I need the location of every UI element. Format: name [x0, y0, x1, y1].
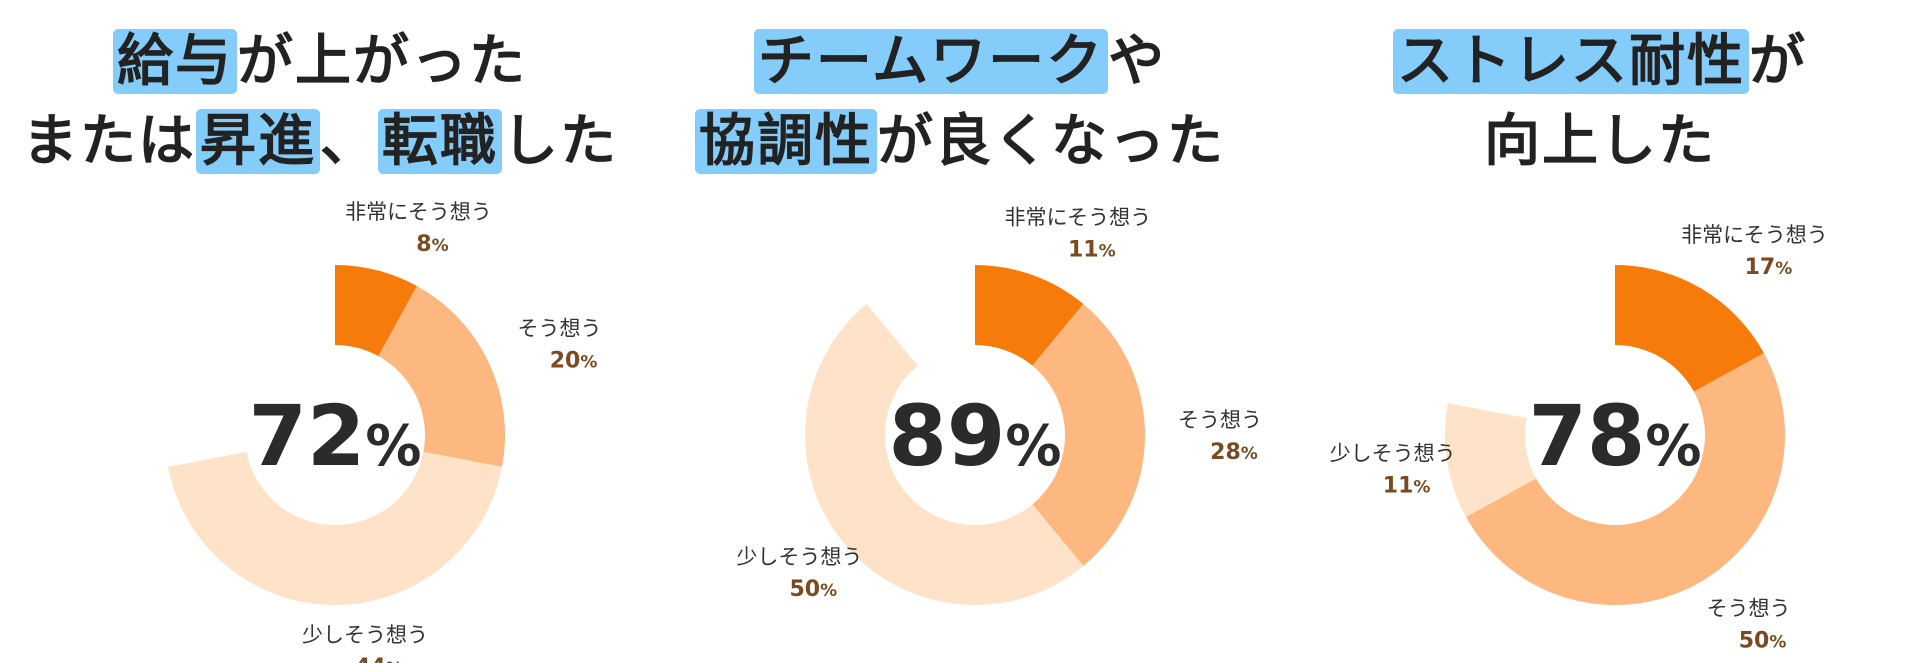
donut-segment-somewhat-agree — [805, 304, 1084, 605]
donut-segment-very-much-agree — [335, 265, 417, 357]
segment-value: 17% — [1745, 255, 1793, 280]
segment-value-number: 20 — [550, 348, 581, 373]
segment-label: そう想う — [518, 316, 602, 340]
segment-value-number: 50 — [1739, 628, 1770, 653]
center-total-unit: % — [365, 414, 421, 479]
segment-label: 非常にそう想う — [345, 200, 492, 224]
segment-label: 少しそう想う — [302, 623, 428, 647]
chart-title: ストレス耐性が 向上した — [1280, 22, 1920, 182]
title-text: または — [22, 109, 196, 174]
title-highlight: 給与 — [113, 29, 237, 94]
center-total-unit: % — [1645, 414, 1701, 479]
segment-value: 50% — [1739, 628, 1787, 653]
title-line: 向上した — [1280, 102, 1920, 182]
segment-label: 少しそう想う — [736, 545, 862, 569]
segment-value: 8% — [416, 232, 448, 257]
center-total-number: 78 — [1528, 387, 1645, 485]
segment-label: 非常にそう想う — [1005, 206, 1152, 230]
title-line: 給与が上がった — [0, 22, 640, 102]
donut-center-total: 72% — [248, 387, 421, 485]
title-highlight: 昇進 — [196, 109, 320, 174]
segment-value-unit: % — [580, 352, 597, 372]
segment-value: 11% — [1068, 238, 1116, 263]
segment-value-unit: % — [1099, 242, 1116, 262]
segment-value-unit: % — [432, 236, 449, 256]
title-line: または昇進、転職した — [0, 102, 640, 182]
donut-center-total: 89% — [888, 387, 1061, 485]
donut-segment-agree — [378, 286, 506, 467]
title-highlight: 転職 — [378, 109, 502, 174]
segment-value-number: 11 — [1383, 474, 1414, 499]
title-highlight: チームワーク — [753, 29, 1109, 94]
segment-value-number: 11 — [1068, 238, 1099, 263]
segment-value-unit: % — [1413, 478, 1430, 498]
segment-label: そう想う — [1707, 596, 1791, 620]
chart-panel-stress: ストレス耐性が 向上した 非常にそう想う 17% そう想う 50% 少しそう想う 11% 78… — [1280, 0, 1920, 663]
donut-segment-agree — [1466, 353, 1785, 605]
title-line: 協調性が良くなった — [640, 102, 1280, 182]
segment-label: そう想う — [1178, 408, 1262, 432]
segment-value-unit: % — [386, 659, 403, 663]
segment-value: 20% — [550, 348, 598, 373]
segment-value: 44% — [355, 655, 403, 663]
segment-label: 非常にそう想う — [1681, 223, 1828, 247]
donut-segment-very-much-agree — [975, 265, 1084, 366]
segment-value-number: 8 — [416, 232, 431, 257]
center-total-number: 89 — [888, 387, 1005, 485]
chart-panel-salary: 給与が上がった または昇進、転職した 非常にそう想う 8% そう想う 20% 少しそう想う… — [0, 0, 640, 663]
segment-value-number: 44 — [355, 655, 386, 663]
chart-title: 給与が上がった または昇進、転職した — [0, 22, 640, 182]
chart-panel-teamwork: チームワークや 協調性が良くなった 非常にそう想う 11% そう想う 28% 少しそう想う… — [640, 0, 1280, 663]
title-highlight: ストレス耐性 — [1393, 29, 1749, 94]
segment-value: 28% — [1210, 440, 1258, 465]
segment-value-number: 28 — [1210, 440, 1241, 465]
title-highlight: 協調性 — [695, 109, 877, 174]
title-text: 向上した — [1484, 109, 1716, 174]
segment-value: 11% — [1383, 474, 1431, 499]
segment-value-number: 17 — [1745, 255, 1776, 280]
center-total-unit: % — [1005, 414, 1061, 479]
donut-segment-somewhat-agree — [168, 451, 502, 606]
donut-segment-somewhat-agree — [1445, 403, 1537, 517]
chart-title: チームワークや 協調性が良くなった — [640, 22, 1280, 182]
title-text: や — [1108, 29, 1167, 94]
title-text: 、 — [320, 109, 378, 174]
center-total-number: 72 — [248, 387, 365, 485]
title-line: チームワークや — [640, 22, 1280, 102]
segment-value-unit: % — [1241, 444, 1258, 464]
segment-value-unit: % — [820, 581, 837, 601]
title-text: が良くなった — [877, 109, 1225, 174]
title-text: が — [1749, 29, 1807, 94]
title-text: した — [502, 109, 618, 174]
donut-segment-agree — [1032, 304, 1145, 566]
segment-value-unit: % — [1769, 632, 1786, 652]
donut-center-total: 78% — [1528, 387, 1701, 485]
donut-segment-very-much-agree — [1615, 265, 1764, 392]
segment-value: 50% — [790, 577, 838, 602]
segment-value-number: 50 — [790, 577, 821, 602]
segment-value-unit: % — [1775, 259, 1792, 279]
title-text: が上がった — [237, 29, 527, 94]
segment-label: 少しそう想う — [1330, 442, 1456, 466]
title-line: ストレス耐性が — [1280, 22, 1920, 102]
